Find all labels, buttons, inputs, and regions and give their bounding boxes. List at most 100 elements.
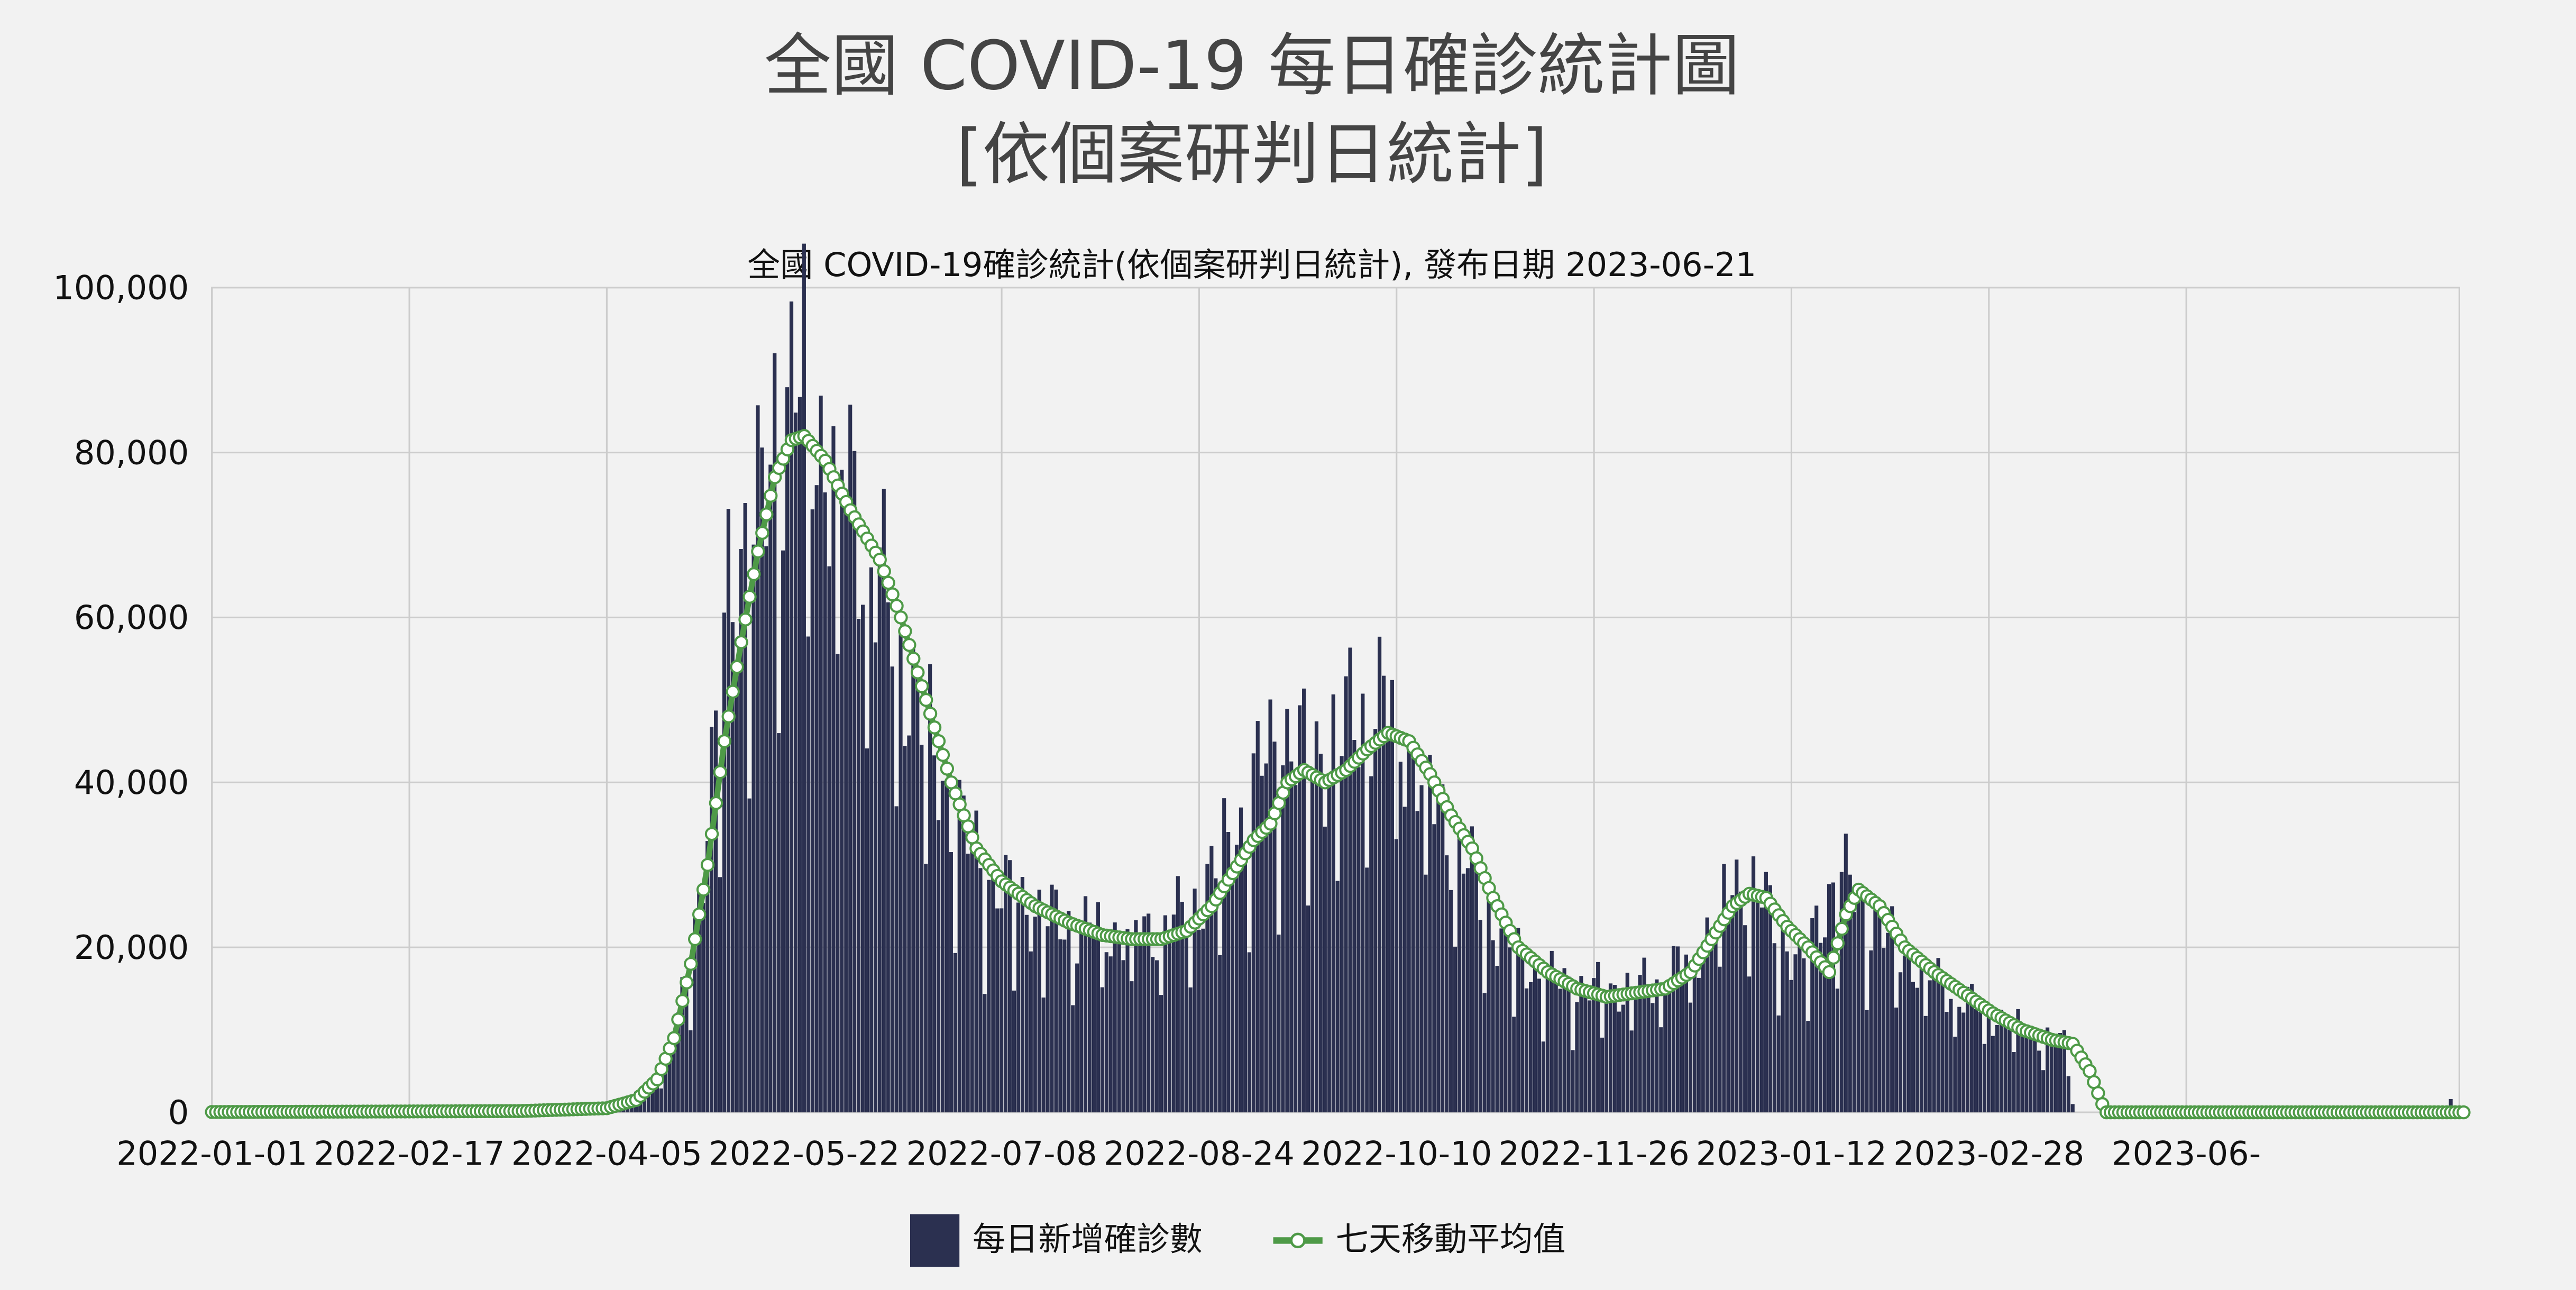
bar <box>1860 888 1865 1113</box>
bar <box>1848 874 1852 1113</box>
bar <box>646 1086 651 1113</box>
bar <box>1465 868 1470 1113</box>
line-point <box>700 858 715 872</box>
bar <box>831 426 836 1113</box>
bar <box>1957 1007 1961 1113</box>
line-point <box>898 624 912 638</box>
bar <box>1130 981 1134 1113</box>
bar <box>718 877 722 1113</box>
bar <box>1016 902 1021 1113</box>
bar <box>1041 998 1046 1113</box>
bar <box>1612 985 1617 1113</box>
bar <box>1646 984 1651 1113</box>
bar <box>1151 957 1155 1113</box>
bar <box>802 243 806 1113</box>
bar <box>857 619 861 1113</box>
y-tick-label: 60,000 <box>74 598 189 637</box>
bar <box>1482 993 1487 1113</box>
bar <box>1419 785 1424 1113</box>
legend-bar-label: 每日新增確診數 <box>973 1220 1203 1258</box>
legend[interactable]: 每日新增確診數 七天移動平均值 <box>910 1214 1565 1267</box>
bar <box>1533 960 1537 1113</box>
bar <box>1491 940 1495 1113</box>
bar <box>781 550 785 1113</box>
bar <box>995 908 1000 1113</box>
bar <box>1285 709 1289 1113</box>
bar <box>966 854 970 1113</box>
bar <box>1663 993 1667 1113</box>
bar <box>1306 905 1310 1113</box>
bar <box>739 549 743 1113</box>
bar <box>1831 882 1836 1113</box>
bar <box>1352 739 1356 1113</box>
bar <box>1272 742 1277 1113</box>
bar <box>860 605 865 1113</box>
bar <box>1827 884 1831 1113</box>
bar <box>1932 975 1936 1113</box>
bar <box>1995 1024 1999 1113</box>
bar <box>1986 1013 1991 1113</box>
y-tick-label: 80,000 <box>74 433 189 472</box>
bar <box>1268 699 1272 1113</box>
line-point <box>902 638 916 652</box>
line-point <box>764 489 778 503</box>
bar <box>693 917 697 1113</box>
bar <box>945 781 949 1113</box>
bar <box>957 780 961 1113</box>
legend-line-label: 七天移動平均值 <box>1336 1220 1566 1258</box>
bar <box>735 673 739 1113</box>
x-tick-label: 2023-02-28 <box>1893 1135 2084 1173</box>
line-point <box>688 932 702 946</box>
bar <box>1722 864 1726 1113</box>
bar <box>2012 1052 2016 1113</box>
bar <box>1020 877 1024 1113</box>
bar <box>1365 867 1369 1113</box>
bar <box>1886 932 1890 1113</box>
x-tick-label: 2022-05-22 <box>709 1135 900 1173</box>
bar <box>642 1092 647 1113</box>
bar <box>970 837 974 1113</box>
bar <box>1776 1015 1781 1113</box>
bar <box>1726 905 1730 1113</box>
x-tick-label: 2022-10-10 <box>1301 1135 1492 1173</box>
bar <box>961 795 966 1113</box>
bar <box>793 413 798 1113</box>
line-point <box>709 796 723 810</box>
bar <box>2058 1032 2062 1113</box>
bar <box>1004 855 1008 1113</box>
bar <box>877 547 882 1113</box>
bar <box>936 820 941 1113</box>
bar <box>2046 1027 2050 1113</box>
bar <box>722 612 727 1113</box>
bar <box>978 868 983 1113</box>
bar <box>1243 846 1247 1113</box>
bar <box>1331 694 1335 1113</box>
bar <box>768 464 773 1113</box>
bar <box>1764 872 1768 1113</box>
bar <box>806 636 810 1113</box>
line-point <box>931 734 946 748</box>
bar <box>1386 735 1390 1113</box>
bar <box>1314 721 1319 1113</box>
bar <box>2054 1044 2058 1113</box>
bar <box>2020 1031 2024 1113</box>
bar <box>1528 982 1533 1113</box>
bar <box>1730 895 1735 1113</box>
line-point <box>906 652 921 666</box>
bar <box>667 1045 672 1113</box>
bar <box>1432 824 1436 1113</box>
bar <box>1839 872 1844 1113</box>
line-point <box>877 564 891 579</box>
bar <box>974 810 978 1113</box>
bar <box>823 492 827 1113</box>
bar <box>1814 905 1819 1113</box>
line-point <box>894 610 908 625</box>
bar <box>777 733 781 1113</box>
bar <box>2041 1070 2046 1113</box>
bar <box>2016 1009 2020 1113</box>
bar <box>1701 942 1705 1113</box>
bar <box>1134 920 1138 1113</box>
bar <box>1281 765 1285 1113</box>
bar <box>1323 826 1327 1113</box>
bar <box>2029 1026 2033 1113</box>
